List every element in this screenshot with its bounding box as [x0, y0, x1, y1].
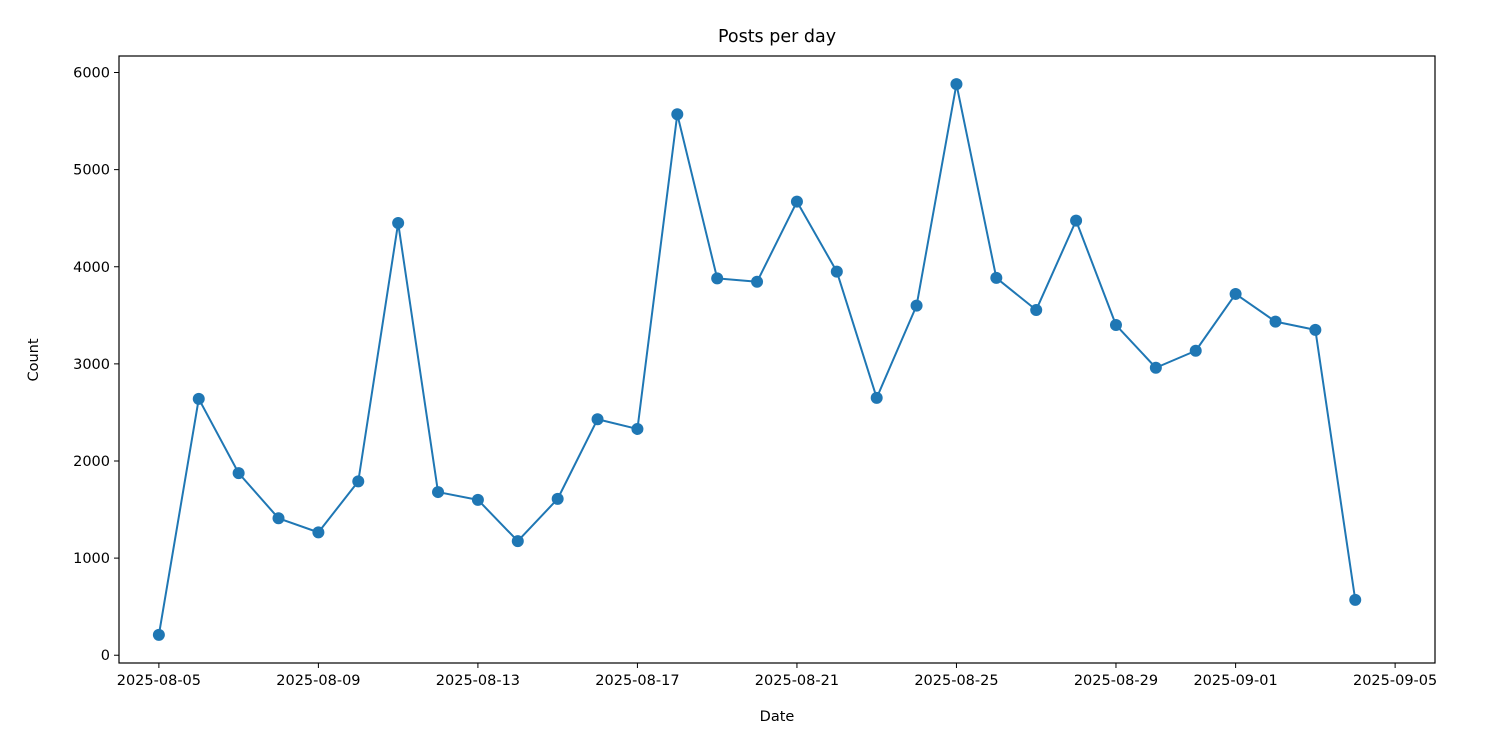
x-tick-label: 2025-08-21	[755, 673, 839, 689]
x-tick-label: 2025-08-29	[1074, 673, 1158, 689]
data-point: 2025-08-05: 210	[152, 628, 165, 641]
x-tick-label: 2025-08-13	[436, 673, 520, 689]
x-tick-label: 2025-08-17	[595, 673, 679, 689]
y-tick-label: 4000	[73, 260, 110, 276]
data-point: 2025-08-20: 3845	[751, 275, 764, 288]
data-point: 2025-08-28: 4475	[1070, 214, 1083, 227]
data-point: 2025-08-17: 2330	[631, 422, 644, 435]
x-tick-label: 2025-08-25	[914, 673, 998, 689]
x-axis-ticks: 2025-08-05 2025-08-09 2025-08-13 2025-08-17…	[117, 663, 1437, 689]
data-point: 2025-09-03: 3350	[1309, 323, 1322, 336]
data-point: 2025-08-18: 5570	[671, 108, 684, 121]
data-point: 2025-08-10: 1790	[352, 475, 365, 488]
data-point: 2025-08-07: 1875	[232, 467, 245, 480]
data-point: 2025-08-25: 5880	[950, 78, 963, 91]
data-point: 2025-08-26: 3885	[990, 271, 1003, 284]
y-tick-label: 5000	[73, 163, 110, 179]
data-point: 2025-08-08: 1410	[272, 512, 285, 525]
data-point: 2025-08-21: 4670	[790, 195, 803, 208]
data-point: 2025-08-23: 2650	[870, 391, 883, 404]
data-point: 2025-08-30: 2960	[1149, 361, 1162, 374]
x-tick-label: 2025-09-05	[1353, 673, 1437, 689]
data-point: 2025-08-14: 1175	[511, 535, 524, 548]
data-point: 2025-08-27: 3555	[1030, 303, 1043, 316]
y-tick-label: 1000	[73, 551, 110, 567]
data-point: 2025-08-19: 3880	[711, 272, 724, 285]
data-point: 2025-08-15: 1610	[551, 492, 564, 505]
data-point: 2025-09-04: 570	[1349, 593, 1362, 606]
data-point: 2025-08-13: 1600	[471, 493, 484, 506]
x-tick-label: 2025-08-09	[276, 673, 360, 689]
series-layer: 2025-08-05: 210 2025-08-06: 2640 2025-08-0…	[152, 78, 1362, 641]
y-tick-label: 6000	[73, 66, 110, 82]
data-point: 2025-09-01: 3720	[1229, 287, 1242, 300]
y-tick-label: 3000	[73, 357, 110, 373]
y-tick-label: 0	[101, 648, 110, 664]
data-point: 2025-08-11: 4450	[392, 217, 405, 230]
y-axis-ticks: 0 1000 2000 3000 4000 5000 6000	[73, 66, 119, 664]
data-point: 2025-09-02: 3435	[1269, 315, 1282, 328]
x-tick-label: 2025-09-01	[1193, 673, 1277, 689]
y-axis-title: Count	[26, 338, 42, 381]
data-point: 2025-08-09: 1265	[312, 526, 325, 539]
data-point: 2025-08-24: 3600	[910, 299, 923, 312]
data-point: 2025-08-22: 3950	[830, 265, 843, 278]
y-tick-label: 2000	[73, 454, 110, 470]
x-axis-title: Date	[760, 709, 795, 725]
x-tick-label: 2025-08-05	[117, 673, 201, 689]
data-point: 2025-08-06: 2640	[192, 392, 205, 405]
data-point: 2025-08-12: 1680	[432, 486, 445, 499]
chart-title: Posts per day	[718, 27, 836, 47]
data-point: 2025-08-16: 2430	[591, 413, 604, 426]
plot-frame	[118, 55, 1436, 664]
data-point: 2025-08-29: 3400	[1109, 319, 1122, 332]
data-point: 2025-08-31: 3135	[1189, 344, 1202, 357]
